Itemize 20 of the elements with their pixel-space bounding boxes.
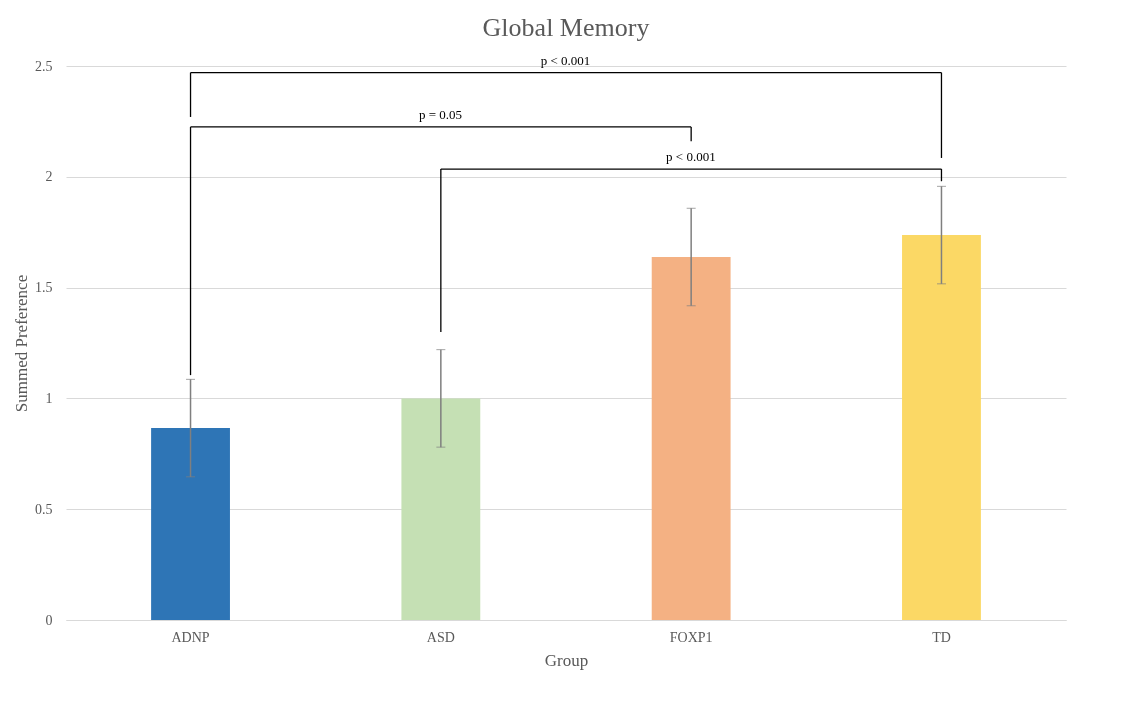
x-tick-label: FOXP1 (669, 629, 713, 645)
bar (902, 235, 981, 620)
y-tick-label: 1 (45, 390, 53, 406)
x-tick-label: ADNP (171, 629, 210, 645)
bar (151, 428, 230, 620)
y-axis-title: Summed Preference (12, 274, 31, 413)
annotation: p < 0.001 (666, 149, 716, 165)
annotation: p = 0.05 (418, 106, 463, 122)
y-tick-label: 2 (45, 169, 53, 185)
y-tick-label: 1.5 (35, 280, 53, 296)
y-tick-label: 0 (45, 612, 53, 628)
bar (651, 257, 731, 620)
annotation: p < 0.001 (540, 52, 591, 68)
bar (401, 398, 481, 620)
y-tick-label: 2.5 (35, 58, 53, 74)
x-tick-label: ASD (426, 629, 455, 645)
x-axis-title: Group (544, 650, 589, 670)
y-tick-label: 0.5 (35, 501, 53, 517)
x-tick-label: TD (932, 629, 951, 645)
chart-title: Global Memory (482, 12, 650, 42)
